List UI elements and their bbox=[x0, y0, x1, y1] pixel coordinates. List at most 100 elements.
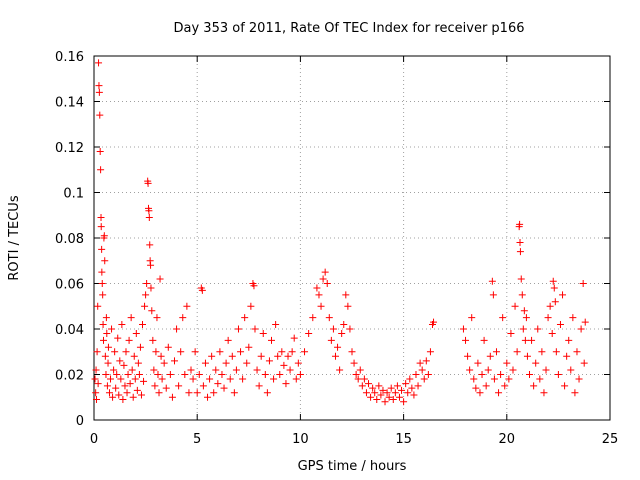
data-point bbox=[147, 284, 155, 292]
data-point bbox=[160, 359, 168, 367]
data-point bbox=[325, 314, 333, 322]
data-point bbox=[155, 389, 163, 397]
data-point bbox=[243, 359, 251, 367]
data-point bbox=[108, 325, 116, 333]
data-point bbox=[517, 275, 525, 283]
data-point bbox=[373, 396, 381, 404]
data-point bbox=[379, 386, 387, 394]
data-point bbox=[317, 302, 325, 310]
data-point bbox=[145, 214, 153, 222]
data-point bbox=[147, 261, 155, 269]
data-point bbox=[95, 82, 103, 90]
data-point bbox=[329, 325, 337, 333]
data-point bbox=[107, 375, 115, 383]
data-point bbox=[521, 336, 529, 344]
x-tick-label: 25 bbox=[602, 432, 619, 447]
data-point bbox=[111, 348, 119, 356]
data-point bbox=[98, 245, 106, 253]
y-tick-label: 0.16 bbox=[55, 50, 84, 65]
data-point bbox=[156, 275, 164, 283]
data-point bbox=[412, 371, 420, 378]
data-point bbox=[98, 280, 106, 287]
data-point bbox=[142, 291, 150, 299]
data-point bbox=[301, 348, 309, 356]
data-point bbox=[214, 380, 222, 388]
data-point bbox=[416, 359, 424, 367]
data-point bbox=[348, 348, 356, 356]
data-point bbox=[538, 348, 546, 356]
data-point bbox=[466, 366, 474, 374]
data-point bbox=[516, 248, 524, 256]
data-point bbox=[556, 320, 564, 328]
data-point bbox=[286, 366, 294, 374]
data-point bbox=[507, 330, 515, 338]
data-point bbox=[546, 302, 554, 310]
data-point bbox=[220, 384, 228, 392]
data-point bbox=[544, 314, 552, 322]
data-point bbox=[367, 393, 375, 401]
data-point bbox=[402, 380, 410, 388]
data-point bbox=[250, 282, 258, 290]
axis-ticks bbox=[93, 55, 611, 421]
y-tick-label: 0.02 bbox=[55, 369, 84, 384]
data-point bbox=[550, 284, 558, 292]
y-tick-label: 0.12 bbox=[55, 141, 84, 156]
data-point bbox=[129, 393, 137, 401]
data-point bbox=[143, 280, 151, 287]
data-point bbox=[486, 352, 494, 360]
data-point bbox=[168, 393, 176, 401]
data-point bbox=[104, 359, 112, 367]
data-point bbox=[222, 359, 230, 367]
data-point bbox=[148, 307, 156, 315]
data-point bbox=[95, 88, 103, 96]
data-point bbox=[92, 366, 100, 374]
data-point bbox=[375, 382, 383, 390]
data-point bbox=[468, 314, 476, 322]
data-point bbox=[251, 325, 259, 333]
chart-title: Day 353 of 2011, Rate Of TEC Index for r… bbox=[174, 21, 525, 36]
x-tick-label: 10 bbox=[292, 432, 309, 447]
data-point bbox=[259, 330, 267, 338]
data-point bbox=[573, 348, 581, 356]
data-point bbox=[519, 325, 527, 333]
data-point bbox=[410, 391, 418, 399]
data-point bbox=[404, 389, 412, 397]
data-point bbox=[224, 336, 232, 344]
data-point bbox=[505, 375, 513, 383]
data-point bbox=[109, 393, 117, 401]
data-point bbox=[459, 325, 467, 333]
x-tick-label: 20 bbox=[499, 432, 516, 447]
data-point bbox=[239, 375, 247, 383]
data-point bbox=[470, 375, 478, 383]
data-point bbox=[567, 366, 575, 374]
data-point bbox=[181, 371, 189, 378]
data-point bbox=[170, 357, 178, 365]
data-point bbox=[389, 396, 397, 404]
data-point bbox=[121, 382, 129, 390]
data-point bbox=[536, 375, 544, 383]
data-point bbox=[549, 277, 557, 285]
data-point bbox=[94, 380, 102, 388]
data-point bbox=[152, 348, 160, 356]
data-point bbox=[127, 314, 135, 322]
data-point bbox=[488, 277, 496, 285]
data-point bbox=[232, 366, 240, 374]
data-point bbox=[120, 361, 128, 369]
data-point bbox=[130, 352, 138, 360]
data-point bbox=[284, 352, 292, 360]
data-point bbox=[327, 336, 335, 344]
data-point bbox=[146, 241, 154, 249]
y-tick-label: 0.06 bbox=[55, 278, 84, 293]
data-point bbox=[518, 291, 526, 299]
data-point bbox=[482, 382, 490, 390]
x-tick-label: 0 bbox=[90, 432, 98, 447]
x-tick-label: 5 bbox=[193, 432, 201, 447]
data-point bbox=[501, 382, 509, 390]
data-point bbox=[140, 377, 148, 385]
data-point bbox=[292, 375, 300, 383]
data-point bbox=[489, 291, 497, 299]
data-point bbox=[110, 366, 118, 374]
data-point bbox=[340, 320, 348, 328]
data-point bbox=[548, 330, 556, 338]
plot-frame bbox=[93, 55, 611, 421]
